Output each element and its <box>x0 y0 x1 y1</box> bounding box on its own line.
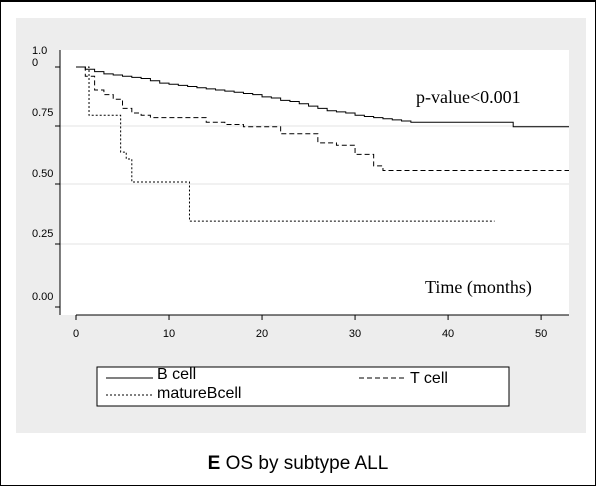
series-line-b-cell <box>76 66 569 128</box>
series-line-maturebcell <box>76 66 495 222</box>
p-value-annotation: p-value<0.001 <box>416 87 521 107</box>
axes <box>59 50 569 316</box>
grid <box>60 125 569 245</box>
y-axis-ticks: 1.00 0.75 0.50 0.25 0.00 <box>32 45 60 308</box>
chart-panel: 1.0 0 0.75 0.50 0.25 0.00 0 10 20 30 40 50 p-value… <box>16 18 586 433</box>
x-tick-label-30: 30 <box>349 328 361 340</box>
x-tick-label-10: 10 <box>163 328 175 340</box>
caption-text: OS by subtype ALL <box>225 453 389 474</box>
x-axis-label: Time (months) <box>425 277 532 298</box>
y-tick-label-1-0-cont: 0 <box>32 57 38 69</box>
y-tick-label-075: 0.75 <box>32 107 53 119</box>
legend-label-b-cell: B cell <box>157 366 196 383</box>
x-axis-ticks: 0 10 20 30 40 50 <box>73 315 547 340</box>
y-tick-label-1-0: 1.0 <box>32 45 47 57</box>
plot-area <box>60 50 569 315</box>
survival-chart: 1.000.750.500.250.00 0 10 20 30 40 50 p-value… <box>32 45 569 407</box>
legend-label-mature-b-cell: matureBcell <box>157 385 241 402</box>
figure-caption: E OS by subtype ALL <box>0 453 596 475</box>
legend: B cell T cell matureBcell <box>96 366 510 407</box>
x-tick-label-20: 20 <box>256 328 268 340</box>
y-tick-label-000: 0.00 <box>32 291 53 303</box>
x-tick-label-40: 40 <box>442 328 454 340</box>
y-tick-label-050: 0.50 <box>32 168 53 180</box>
series-line-t-cell <box>76 66 569 171</box>
x-tick-label-50: 50 <box>535 328 547 340</box>
x-tick-label-0: 0 <box>73 328 79 340</box>
caption-letter: E <box>207 453 221 474</box>
series-layer <box>76 66 569 222</box>
y-tick-label-025: 0.25 <box>32 228 53 240</box>
legend-label-t-cell: T cell <box>410 370 448 387</box>
legend-box <box>96 366 510 407</box>
